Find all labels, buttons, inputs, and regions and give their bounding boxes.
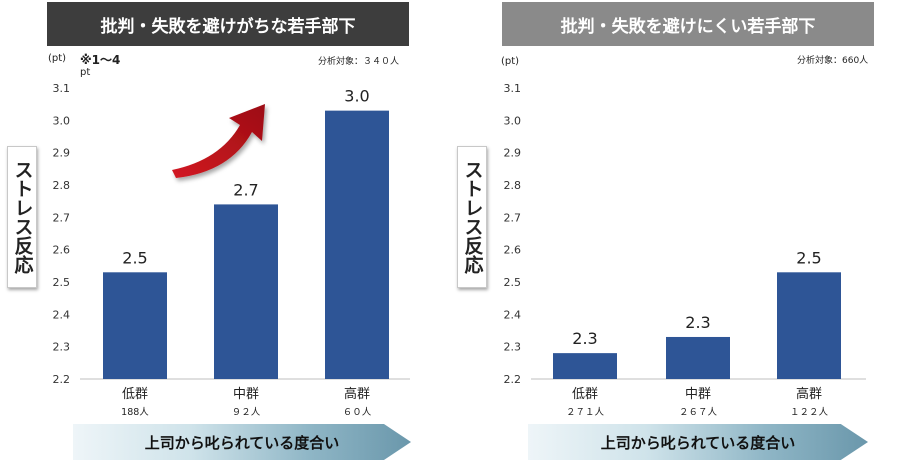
right-category-count: １２２人 xyxy=(790,407,829,418)
right-bar-value-label: 2.5 xyxy=(796,248,821,267)
left-category-count: 188人 xyxy=(121,407,149,418)
left-category-label: 中群 xyxy=(233,387,259,402)
right-y-tick-label: 2.8 xyxy=(504,179,522,192)
right-y-tick-label: 2.2 xyxy=(504,373,522,386)
left-y-axis-label: ストレス反応 xyxy=(7,146,37,288)
right-y-axis-label: ストレス反応 xyxy=(457,146,487,288)
right-y-tick-label: 2.7 xyxy=(504,211,522,224)
right-bar-1 xyxy=(553,353,617,379)
right-y-tick-label: 3.1 xyxy=(504,82,522,95)
left-y-tick-label: 2.4 xyxy=(53,308,71,321)
left-category-label: 低群 xyxy=(122,387,148,402)
left-bar-3 xyxy=(325,110,389,379)
left-bar-value-label: 2.5 xyxy=(122,248,147,267)
right-y-tick-label: 2.9 xyxy=(504,147,522,160)
left-category-count: ９２人 xyxy=(232,407,261,418)
right-y-tick-label: 2.6 xyxy=(504,244,522,257)
left-bar-1 xyxy=(103,272,167,379)
left-y-tick-label: 2.2 xyxy=(53,373,71,386)
left-y-tick-label: 2.5 xyxy=(53,276,71,289)
right-unit-label: (pt) xyxy=(501,56,520,67)
left-y-tick-label: 3.0 xyxy=(53,114,71,127)
right-y-tick-label: 2.5 xyxy=(504,276,522,289)
right-bar-value-label: 2.3 xyxy=(572,329,597,348)
left-category-count: ６０人 xyxy=(343,407,372,418)
left-unit-label: (pt) xyxy=(48,53,67,64)
left-bar-2 xyxy=(214,204,278,379)
left-y-tick-label: 2.9 xyxy=(53,147,71,160)
right-category-label: 高群 xyxy=(796,386,822,402)
right-category-count: ２７１人 xyxy=(566,407,605,418)
right-bar-3 xyxy=(777,272,841,379)
right-chart-title: 批判・失敗を避けにくい若手部下 xyxy=(502,2,874,46)
left-y-tick-label: 2.6 xyxy=(53,244,71,257)
trend-arrow-icon xyxy=(172,104,265,178)
left-y-tick-label: 2.3 xyxy=(53,341,71,354)
left-y-tick-label: 3.1 xyxy=(53,82,71,95)
left-scale-note: ※1～4 xyxy=(80,53,121,67)
right-x-axis-label: 上司から叱られている度合い xyxy=(528,424,868,460)
right-y-tick-label: 2.3 xyxy=(504,341,522,354)
right-category-count: ２６７人 xyxy=(679,407,718,418)
right-category-label: 低群 xyxy=(572,387,598,402)
right-bar-2 xyxy=(666,336,730,379)
left-scale-note-unit: pt xyxy=(80,67,91,78)
left-bar-value-label: 3.0 xyxy=(344,87,369,106)
right-y-tick-label: 2.4 xyxy=(504,308,522,321)
left-y-tick-label: 2.7 xyxy=(53,211,71,224)
right-category-label: 中群 xyxy=(685,387,711,402)
left-category-label: 高群 xyxy=(344,386,370,402)
left-y-tick-label: 2.8 xyxy=(53,179,71,192)
left-bar-value-label: 2.7 xyxy=(233,180,258,199)
right-y-tick-label: 3.0 xyxy=(504,114,522,127)
left-chart-title: 批判・失敗を避けがちな若手部下 xyxy=(47,2,409,46)
left-x-axis-label: 上司から叱られている度合い xyxy=(73,424,411,460)
left-sample-size: 分析対象：３４０人 xyxy=(318,57,400,67)
right-sample-size: 分析対象：660人 xyxy=(797,56,869,66)
right-bar-value-label: 2.3 xyxy=(685,313,710,332)
